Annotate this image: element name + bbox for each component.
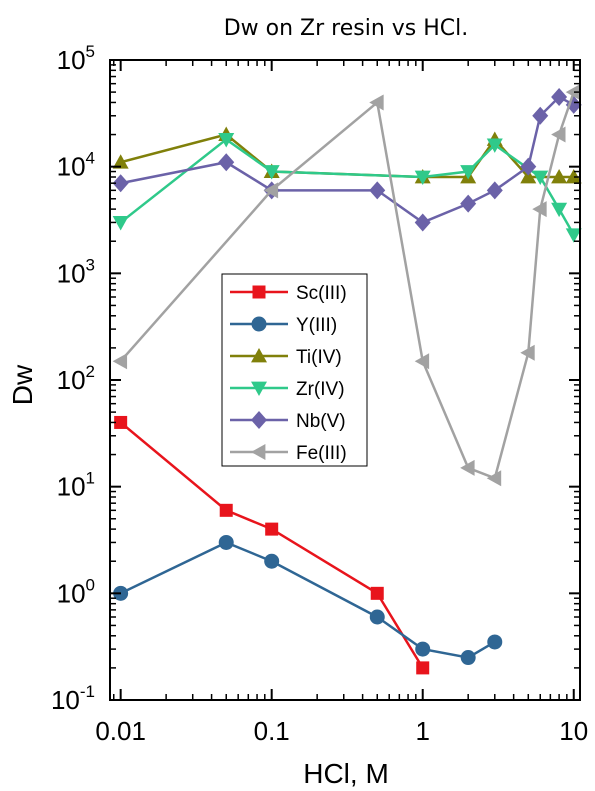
legend-label-sc-iii: Sc(III) [296,283,347,304]
y-tick-exponent: 4 [86,149,95,168]
series-y-iii [113,535,502,665]
data-point-y-iii [370,609,385,624]
data-point-sc-iii [265,523,278,536]
data-point-y-iii [487,634,502,649]
series-line-zr-iv [121,139,574,234]
data-point-sc-iii [416,661,429,674]
y-tick-exponent: 0 [86,575,95,594]
data-point-nb-v [218,153,234,171]
y-tick-label: 104 [57,149,95,182]
y-tick-exponent: 3 [86,255,95,274]
legend-marker-y-iii [252,317,267,332]
data-point-y-iii [415,642,430,657]
data-point-fe-iii [487,470,501,486]
y-axis-label: Dw [7,364,38,405]
data-point-sc-iii [220,504,233,517]
y-tick-exponent: 1 [86,469,95,488]
data-point-sc-iii [371,587,384,600]
x-tick-label: 0.1 [254,716,290,746]
y-tick-base: 10 [57,472,86,502]
legend-label-ti-iv: Ti(IV) [296,347,342,368]
data-point-fe-iii [460,460,474,476]
y-tick-exponent: -1 [80,682,95,701]
data-point-y-iii [264,554,279,569]
y-tick-exponent: 5 [86,42,95,61]
chart-title: Dw on Zr resin vs HCl. [224,16,469,41]
y-tick-base: 10 [57,45,86,75]
y-tick-label: 102 [57,362,95,395]
data-point-sc-iii [114,416,127,429]
data-point-nb-v [369,181,385,199]
y-tick-label: 103 [57,255,95,288]
x-tick-label: 0.01 [95,716,146,746]
series-line-nb-v [121,97,574,222]
data-point-nb-v [487,181,503,199]
y-tick-label: 100 [57,575,95,608]
y-tick-label: 105 [57,42,95,75]
legend-label-fe-iii: Fe(III) [296,443,347,464]
data-point-nb-v [460,195,476,213]
y-tick-label: 10-1 [51,682,95,715]
y-tick-exponent: 2 [86,362,95,381]
y-tick-label: 101 [57,469,95,502]
series-zr-iv [113,133,582,243]
y-tick-base: 10 [57,152,86,182]
data-point-fe-iii [113,353,127,369]
y-tick-base: 10 [57,578,86,608]
x-axis-label: HCl, M [303,758,389,789]
data-point-zr-iv [551,203,567,217]
x-tick-label: 10 [559,716,588,746]
x-tick-label: 1 [415,716,429,746]
y-tick-base: 10 [57,258,86,288]
legend-label-nb-v: Nb(V) [296,411,346,432]
data-point-y-iii [461,650,476,665]
data-point-y-iii [219,535,234,550]
legend-marker-sc-iii [253,286,266,299]
data-point-nb-v [415,213,431,231]
legend-label-y-iii: Y(III) [296,315,337,336]
y-tick-base: 10 [57,365,86,395]
legend: Sc(III) Y(III) Ti(IV) Zr(IV) Nb(V) Fe(III) [222,274,367,466]
series-line-y-iii [121,542,495,657]
data-point-zr-iv [113,216,129,230]
legend-label-zr-iv: Zr(IV) [296,379,345,400]
y-tick-base: 10 [51,685,80,715]
